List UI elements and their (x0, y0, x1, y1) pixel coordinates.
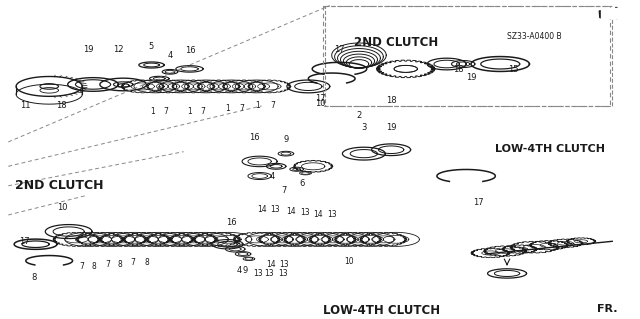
Text: 8: 8 (144, 258, 149, 267)
Text: 10: 10 (315, 99, 325, 108)
Text: 14: 14 (257, 205, 266, 214)
Text: FR.: FR. (597, 304, 618, 314)
Text: 13: 13 (253, 269, 262, 278)
Text: 7: 7 (164, 107, 168, 116)
Text: 15: 15 (508, 65, 518, 74)
Text: 17: 17 (315, 94, 325, 103)
Text: 19: 19 (83, 45, 93, 54)
Text: 10: 10 (56, 203, 67, 212)
Text: 10: 10 (344, 257, 354, 266)
Text: 6: 6 (300, 179, 305, 188)
Text: 1: 1 (187, 107, 192, 116)
Text: 18: 18 (453, 65, 463, 74)
Text: 4: 4 (167, 51, 173, 60)
Text: 13: 13 (279, 260, 289, 269)
Text: 2: 2 (356, 111, 362, 120)
Text: 12: 12 (113, 45, 124, 54)
Text: 9: 9 (284, 135, 289, 144)
Text: 9: 9 (243, 266, 248, 275)
Text: 7: 7 (270, 101, 275, 110)
Text: 19: 19 (466, 73, 476, 82)
Text: 16: 16 (226, 218, 237, 227)
Text: 7: 7 (79, 262, 84, 271)
Text: 8: 8 (92, 262, 97, 271)
Text: 14: 14 (266, 260, 276, 269)
Text: 17: 17 (474, 198, 484, 207)
Text: 13: 13 (278, 269, 288, 278)
Text: SZ33-A0400 B: SZ33-A0400 B (507, 32, 562, 41)
Text: 1: 1 (255, 101, 260, 110)
Text: 17: 17 (334, 45, 345, 54)
Text: 7: 7 (131, 258, 136, 267)
Text: 13: 13 (301, 208, 310, 217)
Polygon shape (600, 9, 627, 18)
Text: 13: 13 (264, 269, 274, 278)
Text: 14: 14 (313, 210, 323, 219)
Text: 7: 7 (105, 260, 110, 269)
Text: 1: 1 (225, 104, 230, 113)
Text: 5: 5 (149, 42, 154, 51)
Text: 16: 16 (185, 46, 196, 55)
Text: 13: 13 (270, 205, 280, 214)
Text: 19: 19 (386, 123, 396, 132)
Text: 3: 3 (361, 123, 367, 132)
Text: 17: 17 (20, 237, 30, 246)
Text: 7: 7 (281, 186, 287, 195)
FancyArrow shape (599, 7, 624, 19)
Text: 11: 11 (20, 101, 31, 110)
Text: 18: 18 (386, 96, 396, 105)
Text: 9: 9 (157, 86, 162, 95)
Text: 16: 16 (250, 133, 260, 142)
Text: 8: 8 (118, 260, 123, 269)
Text: 14: 14 (286, 207, 296, 216)
Text: 2ND CLUTCH: 2ND CLUTCH (355, 36, 438, 49)
Text: 13: 13 (327, 210, 337, 219)
Text: 7: 7 (239, 104, 244, 113)
Text: 7: 7 (201, 107, 205, 116)
Text: LOW-4TH CLUTCH: LOW-4TH CLUTCH (323, 304, 440, 317)
Text: 4: 4 (269, 172, 275, 181)
Text: 1: 1 (150, 107, 155, 116)
Text: 18: 18 (56, 101, 67, 110)
Text: 8: 8 (31, 273, 36, 282)
Text: LOW-4TH CLUTCH: LOW-4TH CLUTCH (495, 144, 605, 154)
Text: 2ND CLUTCH: 2ND CLUTCH (15, 179, 103, 192)
Text: 4: 4 (237, 266, 242, 275)
